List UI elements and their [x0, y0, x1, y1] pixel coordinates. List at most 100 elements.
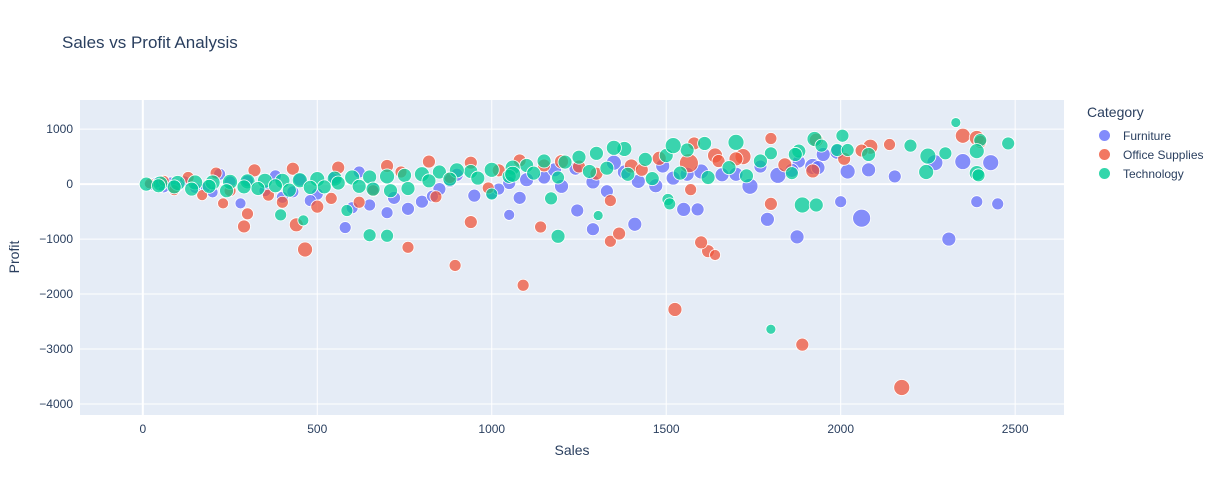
data-point[interactable]	[281, 182, 297, 198]
data-point[interactable]	[861, 162, 876, 178]
data-point[interactable]	[690, 202, 705, 217]
data-point[interactable]	[557, 154, 573, 170]
data-point[interactable]	[250, 181, 266, 196]
data-point[interactable]	[852, 208, 872, 228]
data-point[interactable]	[627, 216, 643, 232]
data-point[interactable]	[421, 173, 437, 189]
data-point[interactable]	[201, 178, 217, 194]
data-point[interactable]	[544, 191, 558, 206]
data-point[interactable]	[589, 145, 604, 161]
data-point[interactable]	[950, 117, 962, 128]
data-point[interactable]	[893, 379, 911, 396]
data-point[interactable]	[592, 210, 604, 221]
data-point[interactable]	[793, 196, 811, 214]
data-point[interactable]	[814, 138, 829, 153]
data-point[interactable]	[765, 323, 777, 335]
data-point[interactable]	[971, 168, 986, 183]
data-point[interactable]	[603, 194, 617, 208]
data-point[interactable]	[470, 170, 486, 186]
data-point[interactable]	[570, 203, 585, 218]
data-point[interactable]	[663, 197, 677, 211]
data-point[interactable]	[380, 206, 394, 220]
data-point[interactable]	[241, 207, 254, 221]
data-point[interactable]	[835, 128, 850, 143]
data-point[interactable]	[795, 337, 810, 352]
data-point[interactable]	[919, 147, 937, 165]
data-point[interactable]	[711, 154, 726, 168]
data-point[interactable]	[763, 197, 778, 211]
data-point[interactable]	[297, 214, 310, 227]
data-point[interactable]	[291, 172, 308, 189]
data-point[interactable]	[599, 160, 615, 176]
data-point[interactable]	[676, 201, 692, 217]
data-point[interactable]	[760, 211, 775, 227]
data-point[interactable]	[512, 190, 527, 205]
data-point[interactable]	[365, 181, 381, 197]
data-point[interactable]	[380, 228, 394, 243]
data-point[interactable]	[982, 154, 1000, 172]
data-point[interactable]	[483, 161, 500, 178]
data-point[interactable]	[138, 176, 154, 192]
data-point[interactable]	[861, 147, 876, 162]
data-point[interactable]	[351, 178, 367, 194]
data-point[interactable]	[536, 153, 552, 169]
data-point[interactable]	[316, 179, 332, 195]
data-point[interactable]	[784, 166, 799, 181]
data-point[interactable]	[526, 165, 542, 181]
data-point[interactable]	[805, 163, 821, 179]
data-point[interactable]	[644, 171, 660, 187]
data-point[interactable]	[448, 259, 462, 272]
data-point[interactable]	[721, 160, 737, 176]
data-point[interactable]	[285, 161, 300, 176]
data-point[interactable]	[903, 138, 918, 153]
data-point[interactable]	[262, 188, 275, 202]
data-point[interactable]	[432, 164, 447, 180]
data-point[interactable]	[941, 231, 957, 247]
data-point[interactable]	[637, 151, 653, 167]
data-point[interactable]	[808, 197, 824, 213]
data-point[interactable]	[694, 235, 709, 250]
data-point[interactable]	[463, 215, 478, 229]
data-point[interactable]	[234, 197, 247, 210]
data-point[interactable]	[787, 147, 803, 162]
data-point[interactable]	[603, 234, 617, 248]
data-point[interactable]	[697, 136, 712, 151]
data-point[interactable]	[954, 127, 971, 144]
data-point[interactable]	[362, 228, 377, 243]
data-point[interactable]	[340, 204, 354, 217]
data-point[interactable]	[968, 143, 985, 160]
data-point[interactable]	[679, 142, 695, 158]
data-point[interactable]	[151, 178, 166, 194]
data-point[interactable]	[839, 163, 856, 180]
data-point[interactable]	[954, 153, 972, 170]
data-point[interactable]	[605, 139, 622, 156]
data-point[interactable]	[764, 132, 778, 145]
data-point[interactable]	[664, 137, 682, 155]
data-point[interactable]	[1001, 136, 1016, 151]
data-point[interactable]	[400, 181, 416, 196]
data-point[interactable]	[302, 180, 318, 195]
data-point[interactable]	[467, 188, 482, 203]
data-point[interactable]	[401, 240, 415, 254]
data-point[interactable]	[275, 195, 289, 209]
data-point[interactable]	[237, 219, 251, 234]
legend-item[interactable]: Office Supplies	[1087, 145, 1204, 164]
data-point[interactable]	[352, 195, 366, 209]
data-point[interactable]	[727, 133, 745, 151]
data-point[interactable]	[620, 166, 636, 182]
data-point[interactable]	[918, 164, 935, 180]
data-point[interactable]	[274, 208, 288, 222]
data-point[interactable]	[684, 183, 698, 197]
data-point[interactable]	[415, 194, 429, 209]
data-point[interactable]	[184, 181, 200, 197]
data-point[interactable]	[363, 198, 377, 212]
data-point[interactable]	[763, 146, 778, 161]
data-point[interactable]	[503, 208, 516, 221]
data-point[interactable]	[297, 241, 313, 258]
data-point[interactable]	[586, 222, 600, 237]
data-point[interactable]	[883, 138, 896, 151]
data-point[interactable]	[330, 175, 346, 191]
data-point[interactable]	[401, 201, 415, 216]
data-point[interactable]	[672, 165, 688, 181]
data-point[interactable]	[753, 153, 768, 169]
